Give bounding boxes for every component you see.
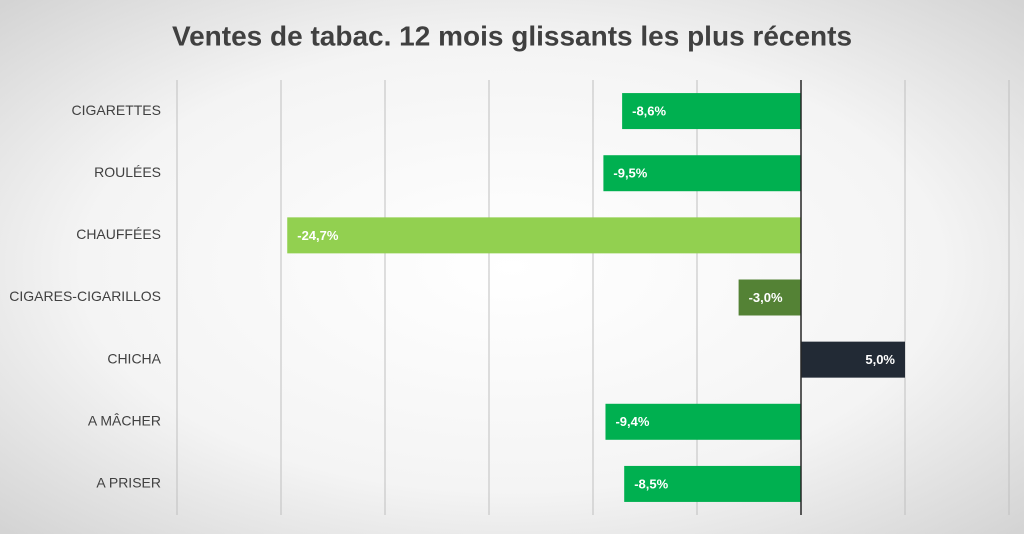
bar — [624, 465, 801, 502]
data-label: -9,4% — [615, 414, 649, 429]
data-label: -8,6% — [632, 104, 666, 119]
bar — [801, 341, 905, 378]
y-tick-label: ROULÉES — [94, 164, 161, 180]
y-tick-label: CHAUFFÉES — [76, 226, 161, 242]
bar — [738, 279, 801, 316]
data-label: -9,5% — [613, 166, 647, 181]
y-tick-label: A PRISER — [96, 475, 161, 491]
data-label: -8,5% — [634, 476, 668, 491]
y-tick-label: CHICHA — [107, 350, 161, 366]
bar — [605, 403, 801, 440]
y-tick-label: A MÂCHER — [88, 412, 161, 428]
data-label: -24,7% — [297, 228, 339, 243]
data-label: -3,0% — [749, 290, 783, 305]
y-tick-label: CIGARES-CIGARILLOS — [9, 288, 161, 304]
y-tick-label: CIGARETTES — [72, 102, 161, 118]
chart-title: Ventes de tabac. 12 mois glissants les p… — [172, 20, 852, 51]
bar — [622, 93, 801, 130]
data-label: 5,0% — [865, 352, 895, 367]
bar — [287, 217, 801, 254]
bar — [603, 155, 801, 192]
